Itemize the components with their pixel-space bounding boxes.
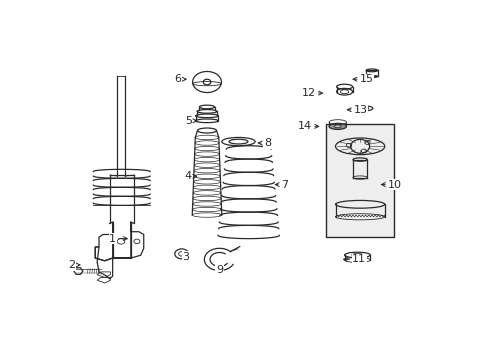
Text: 2: 2 xyxy=(68,260,75,270)
Text: 10: 10 xyxy=(387,180,401,190)
Text: 8: 8 xyxy=(264,138,270,148)
Text: 3: 3 xyxy=(183,252,189,262)
Text: 5: 5 xyxy=(184,116,191,126)
Ellipse shape xyxy=(334,125,341,128)
Text: 15: 15 xyxy=(359,74,373,84)
Text: 6: 6 xyxy=(174,74,181,84)
Text: 11: 11 xyxy=(351,255,366,264)
Text: 13: 13 xyxy=(353,105,367,115)
Text: 4: 4 xyxy=(184,171,191,181)
Text: 14: 14 xyxy=(297,121,311,131)
Text: 1: 1 xyxy=(109,234,116,244)
Ellipse shape xyxy=(328,123,346,129)
Bar xyxy=(326,123,393,237)
Text: 7: 7 xyxy=(280,180,287,190)
Text: 9: 9 xyxy=(216,265,223,275)
Text: 12: 12 xyxy=(301,88,315,98)
